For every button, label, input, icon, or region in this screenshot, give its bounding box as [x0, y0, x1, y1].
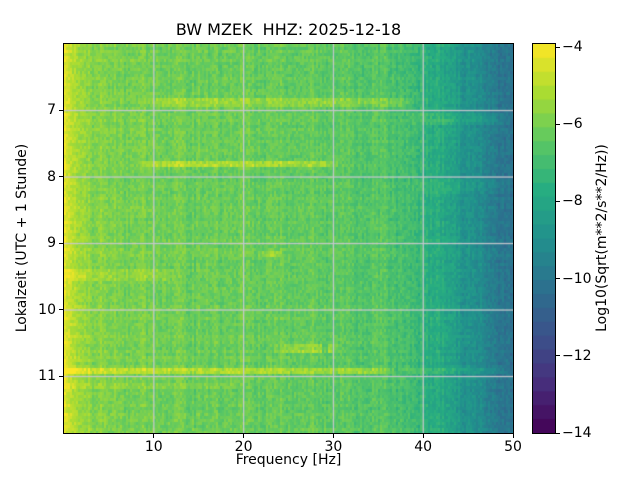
x-tick-mark — [422, 434, 424, 438]
x-tick-mark — [512, 434, 514, 438]
x-tick-label: 20 — [234, 439, 253, 455]
y-tick-label: 7 — [47, 102, 56, 119]
x-tick-label: 40 — [414, 439, 433, 455]
x-tick-label: 50 — [504, 439, 522, 455]
y-tick-label: 10 — [38, 301, 56, 318]
colorbar-tick-mark — [556, 123, 560, 125]
y-tick-mark — [59, 242, 63, 244]
colorbar-tick-label: −10 — [562, 270, 592, 287]
colorbar-tick-mark — [556, 355, 560, 357]
y-tick-mark — [59, 176, 63, 178]
colorbar-tick-label: −4 — [562, 39, 583, 56]
chart-title: BW MZEK HHZ: 2025-12-18 — [175, 20, 402, 39]
colorbar-tick-mark — [556, 432, 560, 434]
x-tick-mark — [243, 434, 245, 438]
y-tick-mark — [59, 375, 63, 377]
x-axis-label: Frequency [Hz] — [235, 452, 342, 468]
x-tick-mark — [153, 434, 155, 438]
y-tick-label: 11 — [38, 368, 56, 385]
y-tick-label: 9 — [47, 235, 56, 252]
colorbar-tick-label: −14 — [562, 425, 592, 441]
x-tick-label: 30 — [324, 439, 343, 455]
colorbar-tick-mark — [556, 46, 560, 48]
colorbar-tick-label: −6 — [562, 116, 583, 133]
colorbar-label: Log10(Sqrt(m**2/s**2/Hz)) — [594, 144, 610, 332]
x-tick-label: 10 — [144, 439, 163, 455]
spectrogram-heatmap — [64, 44, 513, 433]
y-tick-mark — [59, 309, 63, 311]
colorbar-tick-mark — [556, 278, 560, 280]
x-tick-mark — [332, 434, 334, 438]
colorbar-tick-mark — [556, 200, 560, 202]
y-tick-mark — [59, 109, 63, 111]
colorbar — [533, 44, 555, 433]
colorbar-tick-label: −12 — [562, 347, 592, 364]
colorbar-tick-label: −8 — [562, 193, 583, 210]
y-tick-label: 8 — [47, 168, 56, 185]
